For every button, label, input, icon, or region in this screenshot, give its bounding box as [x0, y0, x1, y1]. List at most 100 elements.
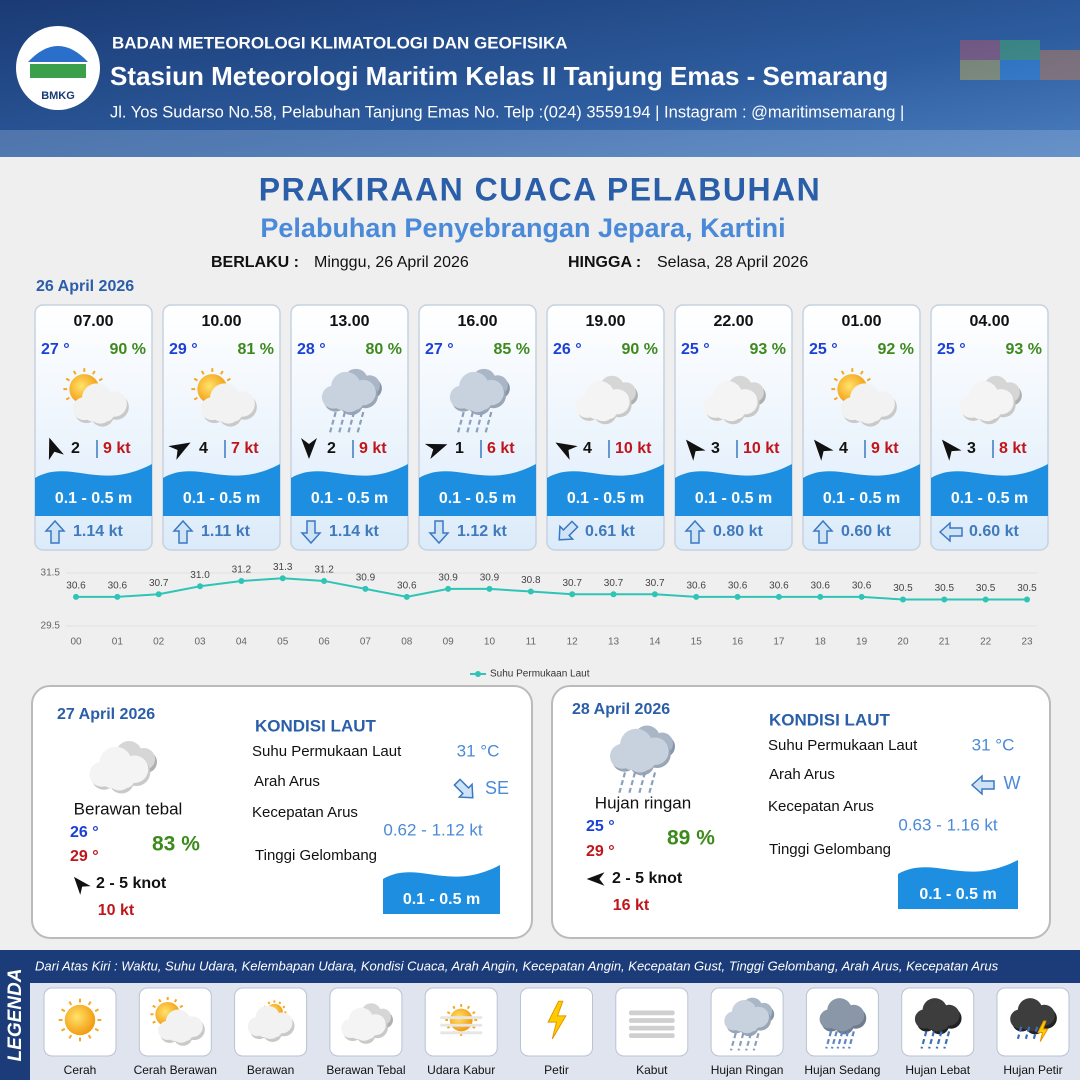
cloud: [622, 752, 655, 770]
data-label: 30.5: [976, 583, 996, 594]
data-label: 31.2: [314, 565, 334, 576]
legend-item: Cerah: [64, 1063, 97, 1077]
sun-ray: [94, 1027, 99, 1032]
valid-to-label: HINGGA :: [568, 254, 641, 271]
cloud: [257, 1023, 282, 1038]
current-speed: 0.80 kt: [713, 523, 763, 540]
x-tick-label: 04: [236, 637, 248, 648]
legend-item: Hujan Sedang: [804, 1063, 880, 1077]
wind-speed: 2: [327, 440, 336, 457]
x-tick-label: 11: [526, 637, 537, 648]
cloud: [84, 405, 115, 422]
sun-ray: [472, 1025, 476, 1029]
weather-icon: [629, 1010, 675, 1039]
x-tick-label: 07: [360, 637, 372, 648]
temperature: 25 °: [681, 341, 710, 358]
wave-height: 0.1 - 0.5 m: [919, 886, 996, 903]
data-label: 30.7: [604, 578, 624, 589]
rain: [456, 411, 465, 434]
wind-arrow: [301, 438, 317, 459]
weather-icon: [547, 1000, 567, 1040]
data-label: 31.0: [190, 570, 210, 581]
condition: Berawan tebal: [74, 799, 183, 818]
humidity: 89 %: [667, 827, 715, 850]
wave-area: [163, 464, 280, 516]
humidity: 92 %: [878, 341, 914, 358]
legend-item: Udara Kabur: [427, 1063, 495, 1077]
fog: [629, 1033, 675, 1039]
haze: [440, 1031, 483, 1035]
temperature: 25 °: [809, 341, 838, 358]
current-speed-label: Kecepatan Arus: [252, 804, 358, 821]
rain: [842, 1031, 850, 1049]
subtitle: Pelabuhan Penyebrangan Jepara, Kartini: [260, 213, 785, 243]
data-label: 30.9: [438, 573, 458, 584]
cloud: [167, 1027, 193, 1041]
temp-min: 25 °: [586, 818, 615, 835]
legend-item: Hujan Lebat: [905, 1063, 970, 1077]
current-arrow: [300, 520, 322, 545]
rain: [943, 1031, 951, 1049]
logo-text: BMKG: [41, 90, 75, 102]
temperature: 27 °: [41, 341, 70, 358]
point: [775, 593, 782, 600]
x-tick-label: 00: [70, 637, 82, 648]
weather-icon: [89, 741, 157, 794]
rain: [617, 772, 627, 796]
sun-ray: [87, 1034, 92, 1039]
rain: [356, 411, 365, 434]
wind-speed: 4: [583, 440, 592, 457]
sun-ray: [452, 1005, 456, 1010]
point: [1024, 596, 1030, 603]
weather-icon: [575, 375, 638, 425]
sun-ray: [282, 1005, 286, 1009]
time: 22.00: [713, 313, 753, 330]
current-speed: 0.63 - 1.16 kt: [898, 815, 998, 834]
point: [734, 593, 741, 600]
header-bg: [0, 0, 1080, 157]
sst: 31 °C: [972, 735, 1015, 754]
gust: 7 kt: [231, 440, 259, 457]
wave-area: [383, 865, 500, 914]
wind: 2 - 5 knot: [96, 875, 167, 892]
sun-ray: [446, 1011, 451, 1015]
rain: [338, 411, 346, 434]
wind-arrow: [48, 437, 64, 461]
weather-icon: [449, 368, 510, 434]
current-arrow: [44, 519, 66, 544]
wave-height: 0.1 - 0.5 m: [55, 490, 132, 507]
wind-speed: 4: [839, 440, 848, 457]
sun-ray: [220, 370, 224, 375]
current-speed: 1.12 kt: [457, 523, 507, 540]
current-arrow: [558, 520, 579, 541]
wave-area: [898, 860, 1018, 909]
wind-arrow: [941, 439, 962, 461]
fog: [629, 1025, 675, 1031]
wave-label: Tinggi Gelombang: [255, 847, 377, 864]
humidity: 93 %: [1006, 341, 1042, 358]
temperature: 28 °: [297, 341, 326, 358]
humidity: 90 %: [110, 341, 146, 358]
x-tick-label: 09: [443, 637, 455, 648]
current-dir: SE: [485, 778, 509, 798]
weather-icon: [724, 997, 775, 1051]
legend-strip: [0, 950, 30, 1080]
legend-item: Berawan Tebal: [326, 1063, 405, 1077]
sun-ray: [860, 370, 864, 375]
wave-height: 0.1 - 0.5 m: [567, 490, 644, 507]
wind-arrow: [555, 442, 578, 460]
data-label: 30.8: [521, 575, 541, 586]
cloud: [924, 1016, 950, 1030]
organization: BADAN METEOROLOGI KLIMATOLOGI DAN GEOFIS…: [112, 33, 568, 52]
station: Stasiun Meteorologi Maritim Kelas II Tan…: [110, 61, 888, 91]
data-label: 30.6: [852, 580, 872, 591]
logo-mark: [28, 46, 88, 62]
rain: [729, 1033, 737, 1051]
wave-area: [547, 464, 664, 516]
legend-dot: [475, 671, 481, 677]
weather-icon: [914, 998, 962, 1049]
x-tick-label: 23: [1021, 637, 1033, 648]
sun-ray: [65, 396, 70, 401]
sst-label: Suhu Permukaan Laut: [768, 737, 918, 754]
